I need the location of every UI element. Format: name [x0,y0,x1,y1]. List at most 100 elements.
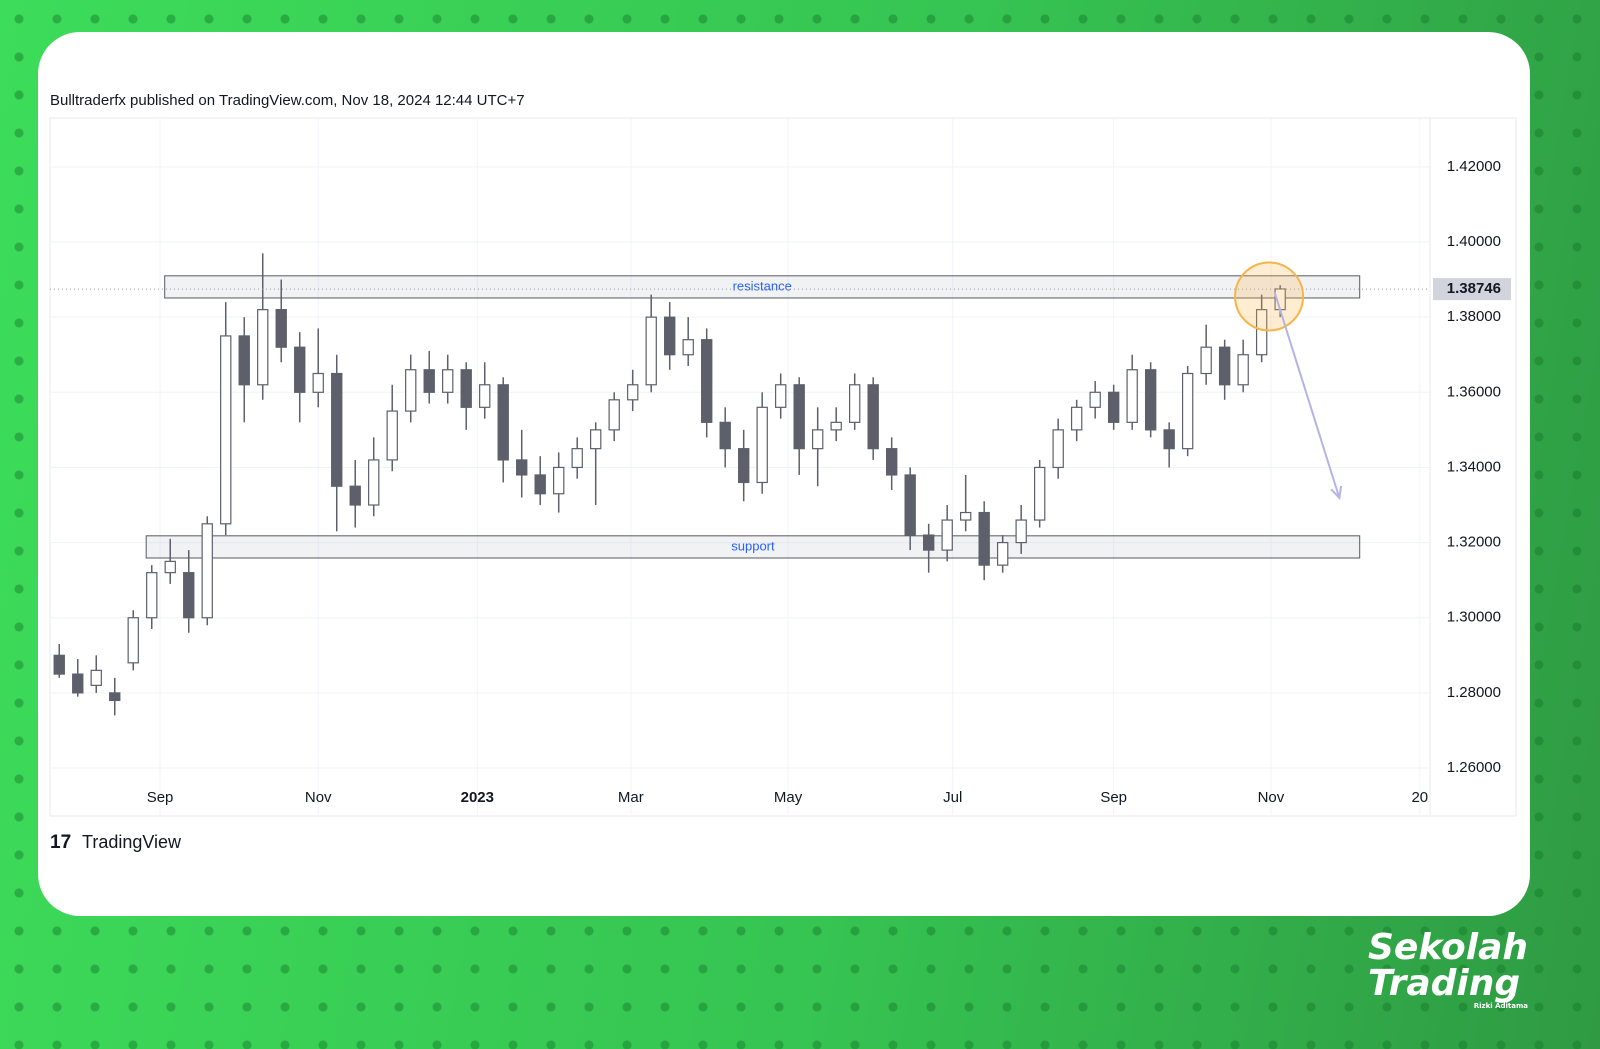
candle-body [959,511,972,521]
candle-body [849,384,861,423]
candle-body [53,654,65,675]
last-price-label: 1.38746 [1447,280,1501,297]
candle-body [1070,406,1083,431]
brand-line1: Sekolah [1368,927,1528,968]
candle-body [1126,369,1138,423]
candle-body [201,523,213,619]
candle-body [442,369,454,393]
candle-body [627,384,639,401]
x-tick-label: Nov [1258,789,1285,806]
candle-body [922,534,935,551]
candle-body [127,617,139,664]
y-tick-label: 1.30000 [1447,609,1501,626]
y-tick-label: 1.42000 [1447,158,1501,175]
candle-body [386,410,398,461]
candle-body [294,346,306,393]
candle-body [571,448,583,469]
candle-body [405,369,417,412]
candle-body [423,369,435,393]
candle-body [1163,429,1175,450]
candle-body [793,384,805,450]
candle-body [275,309,287,348]
candle-body [682,339,694,356]
candle-body [664,316,676,356]
candle-body [904,474,916,536]
y-tick-label: 1.40000 [1447,233,1501,250]
candle-body [608,399,620,431]
candle-body [886,448,898,476]
brand: Sekolah Trading Rizki Aditama [1368,927,1528,1011]
x-tick-label: May [774,789,803,806]
watermark: TradingView [82,832,182,852]
y-tick-label: 1.34000 [1447,458,1501,475]
candle-body [775,384,787,408]
candle-body [1089,391,1101,408]
candle-body [1052,429,1064,469]
candle-body [590,429,602,450]
candle-body [312,372,324,393]
candle-body [534,474,546,495]
x-tick-label: Sep [1100,789,1127,806]
candle-body [220,335,232,525]
candle-body [368,459,380,506]
candle-body [738,448,750,484]
candle-body [701,339,713,423]
x-tick-label: Mar [618,789,644,806]
brand-line2: Trading [1368,963,1521,1004]
candle-body [331,372,343,487]
candle-body [146,572,158,619]
highlight [1234,261,1305,332]
y-tick-label: 1.28000 [1447,684,1501,701]
candle-body [516,459,528,476]
candle-body [479,384,491,408]
candle-body [1181,372,1194,450]
candle-body [1200,346,1212,375]
zone-label: support [731,538,775,553]
candle-body [257,309,269,386]
candle-body [1237,354,1249,386]
candle-body [460,369,472,408]
candle-body [830,421,842,431]
y-tick-label: 1.36000 [1447,383,1501,400]
candle-body [183,572,195,619]
candle-body [72,673,84,694]
candle-body [1107,391,1120,423]
y-tick-label: 1.38000 [1447,308,1501,325]
candle-body [1144,369,1157,431]
candle-body [1033,466,1046,521]
candle-body [238,335,250,386]
arrow-head [1330,485,1343,501]
logo-mark: 17 [50,832,71,853]
x-tick-label: 20 [1411,789,1428,806]
x-tick-label: 2023 [461,789,494,806]
x-tick-label: Nov [305,789,332,806]
candle-body [1015,519,1027,544]
card [38,32,1530,916]
candle-body [349,485,361,506]
zone-label: resistance [733,278,792,293]
brand-author: Rizki Aditama [1473,1002,1528,1010]
candle-body [719,421,731,450]
arrow [1273,292,1341,499]
y-tick-label: 1.32000 [1447,534,1501,551]
candle-body [553,466,565,495]
last-price-tag [1433,278,1511,301]
candle-body [941,519,953,551]
candle-body [812,429,824,450]
x-tick-label: Sep [147,789,174,806]
candle-body [867,384,879,450]
y-tick-label: 1.26000 [1447,759,1501,776]
chart-subtitle: Bulltraderfx published on TradingView.co… [50,92,525,109]
candle-body [645,316,657,386]
zone [145,535,1361,559]
candle-body [497,384,509,461]
candle-body [109,692,121,701]
zone [164,275,1361,299]
candle-body [996,541,1009,566]
candle-body [90,669,102,686]
candle-body [756,406,768,484]
candle-body [164,560,176,574]
candle-body [978,511,990,566]
